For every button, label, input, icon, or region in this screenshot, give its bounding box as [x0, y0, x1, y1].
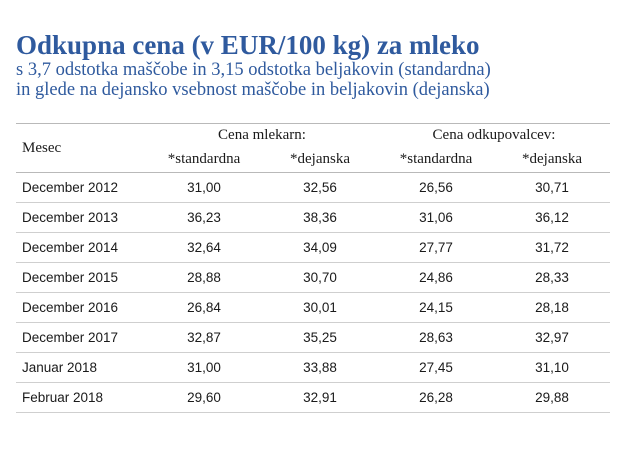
group-header-dairies: Cena mlekarn: [146, 123, 378, 147]
subheader-standard: *standardna [146, 147, 262, 173]
value-cell: 35,25 [262, 322, 378, 353]
table-row: December 2016 26,84 30,01 24,15 28,18 [16, 292, 610, 323]
value-cell: 28,33 [494, 262, 610, 293]
month-cell: December 2016 [16, 292, 146, 323]
value-cell: 32,64 [146, 232, 262, 263]
month-cell: December 2012 [16, 172, 146, 203]
table-row: Januar 2018 31,00 33,88 27,45 31,10 [16, 352, 610, 383]
table-row: Februar 2018 29,60 32,91 26,28 29,88 [16, 382, 610, 413]
value-cell: 31,10 [494, 352, 610, 383]
value-cell: 34,09 [262, 232, 378, 263]
value-cell: 26,28 [378, 382, 494, 413]
value-cell: 26,56 [378, 172, 494, 203]
month-cell: Februar 2018 [16, 382, 146, 413]
month-cell: Januar 2018 [16, 352, 146, 383]
month-cell: December 2014 [16, 232, 146, 263]
value-cell: 32,56 [262, 172, 378, 203]
subheader-row: *standardna *dejanska *standardna *dejan… [16, 147, 610, 173]
value-cell: 31,00 [146, 352, 262, 383]
month-header: Mesec [16, 123, 146, 173]
value-cell: 31,06 [378, 202, 494, 233]
value-cell: 31,72 [494, 232, 610, 263]
table-row: December 2017 32,87 35,25 28,63 32,97 [16, 322, 610, 353]
table-row: December 2013 36,23 38,36 31,06 36,12 [16, 202, 610, 233]
group-header-buyers: Cena odkupovalcev: [378, 123, 610, 147]
value-cell: 29,88 [494, 382, 610, 413]
subheader-standard: *standardna [378, 147, 494, 173]
price-table: Mesec Cena mlekarn: Cena odkupovalcev: *… [16, 123, 610, 413]
value-cell: 24,15 [378, 292, 494, 323]
value-cell: 32,91 [262, 382, 378, 413]
table-row: December 2014 32,64 34,09 27,77 31,72 [16, 232, 610, 263]
value-cell: 30,01 [262, 292, 378, 323]
value-cell: 28,18 [494, 292, 610, 323]
subheader-actual: *dejanska [494, 147, 610, 173]
value-cell: 30,71 [494, 172, 610, 203]
value-cell: 33,88 [262, 352, 378, 383]
value-cell: 27,45 [378, 352, 494, 383]
table-row: December 2012 31,00 32,56 26,56 30,71 [16, 172, 610, 203]
subtitle-line-2: in glede na dejansko vsebnost maščobe in… [16, 80, 490, 100]
group-header-row: Mesec Cena mlekarn: Cena odkupovalcev: [16, 123, 610, 173]
month-cell: December 2015 [16, 262, 146, 293]
page-title: Odkupna cena (v EUR/100 kg) za mleko [16, 30, 480, 60]
value-cell: 30,70 [262, 262, 378, 293]
title-block: Odkupna cena (v EUR/100 kg) za mleko s 3… [16, 30, 626, 100]
month-cell: December 2017 [16, 322, 146, 353]
value-cell: 32,87 [146, 322, 262, 353]
value-cell: 28,88 [146, 262, 262, 293]
value-cell: 38,36 [262, 202, 378, 233]
month-cell: December 2013 [16, 202, 146, 233]
value-cell: 36,12 [494, 202, 610, 233]
value-cell: 28,63 [378, 322, 494, 353]
value-cell: 27,77 [378, 232, 494, 263]
subheader-actual: *dejanska [262, 147, 378, 173]
value-cell: 24,86 [378, 262, 494, 293]
value-cell: 32,97 [494, 322, 610, 353]
table-row: December 2015 28,88 30,70 24,86 28,33 [16, 262, 610, 293]
value-cell: 29,60 [146, 382, 262, 413]
subtitle-line-1: s 3,7 odstotka maščobe in 3,15 odstotka … [16, 60, 491, 80]
value-cell: 31,00 [146, 172, 262, 203]
value-cell: 36,23 [146, 202, 262, 233]
value-cell: 26,84 [146, 292, 262, 323]
